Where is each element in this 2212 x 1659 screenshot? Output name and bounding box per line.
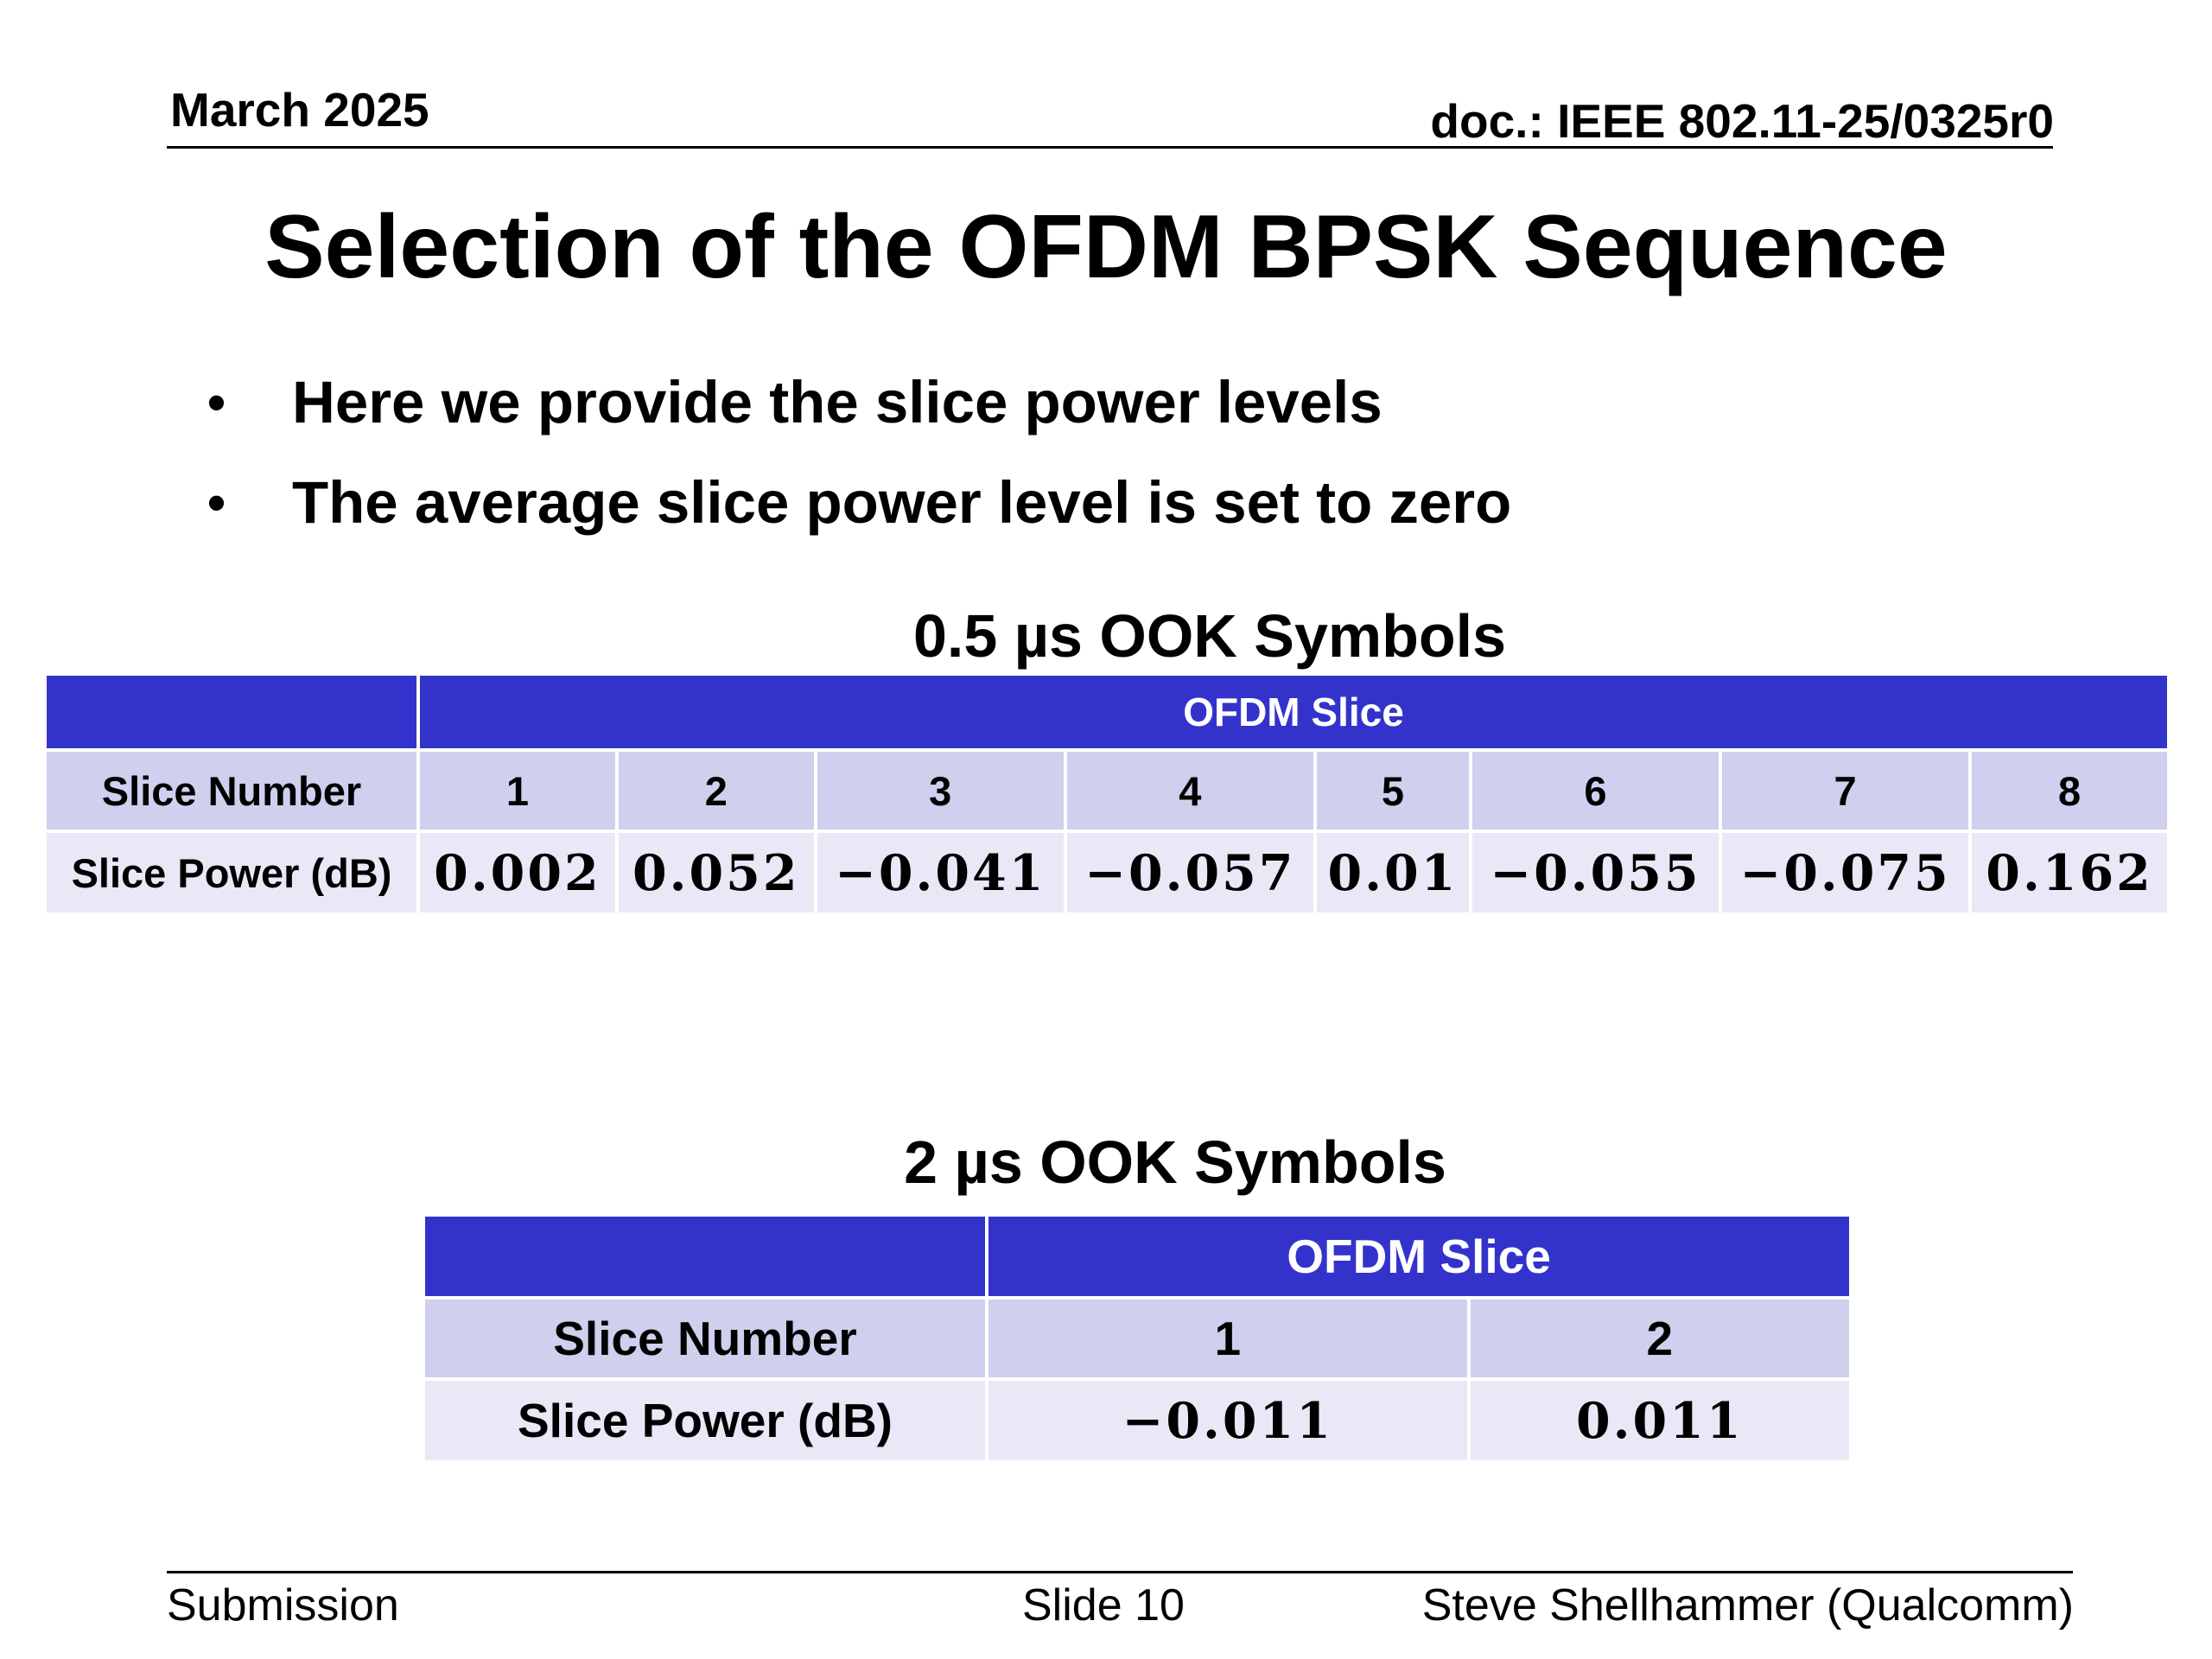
table2-slice-power: −0.011 (988, 1381, 1467, 1460)
table1-slice-power: −0.075 (1722, 833, 1969, 912)
bullet-item: • Here we provide the slice power levels (207, 353, 1511, 453)
slice-power-table-0-5us: OFDM Slice Slice Number 1 2 3 4 5 6 7 8 … (43, 672, 2171, 916)
table1-group-header: OFDM Slice (420, 676, 2167, 748)
table1-slice-number: 7 (1722, 752, 1969, 830)
slide-title: Selection of the OFDM BPSK Sequence (264, 197, 1948, 297)
table2-header-corner (425, 1217, 985, 1296)
header-date: March 2025 (170, 83, 429, 137)
table1-slice-number: 6 (1471, 752, 1719, 830)
table1-row-label-slice-power: Slice Power (dB) (47, 833, 416, 912)
slice-power-table-2us: OFDM Slice Slice Number 1 2 Slice Power … (422, 1213, 1853, 1464)
table2-row-label-slice-number: Slice Number (425, 1300, 985, 1377)
table2-caption: 2 µs OOK Symbols (904, 1128, 1446, 1196)
table1-slice-number: 8 (1972, 752, 2167, 830)
table2-slice-number: 2 (1470, 1300, 1849, 1377)
table2-group-header: OFDM Slice (988, 1217, 1849, 1296)
table1-slice-number: 5 (1316, 752, 1469, 830)
table1-slice-power: 0.002 (420, 833, 615, 912)
table1-slice-number: 4 (1066, 752, 1313, 830)
table1-slice-power: 0.01 (1316, 833, 1469, 912)
bullet-item: • The average slice power level is set to… (207, 453, 1511, 553)
table2-row-label-slice-power: Slice Power (dB) (425, 1381, 985, 1460)
bullet-list: • Here we provide the slice power levels … (207, 353, 1511, 553)
footer-submission: Submission (167, 1580, 399, 1630)
bullet-dot-icon: • (207, 373, 226, 431)
footer-rule (167, 1571, 2073, 1573)
header-rule (167, 146, 2053, 149)
footer-slide-number: Slide 10 (1022, 1580, 1185, 1630)
table1-slice-number: 2 (618, 752, 814, 830)
table1-caption: 0.5 µs OOK Symbols (912, 602, 1507, 670)
table1-slice-power: −0.041 (817, 833, 1064, 912)
table2-slice-number: 1 (988, 1300, 1467, 1377)
table1-slice-power: −0.057 (1066, 833, 1313, 912)
table1-slice-number: 1 (420, 752, 615, 830)
table1-slice-power: 0.162 (1972, 833, 2167, 912)
footer-author: Steve Shellhammer (Qualcomm) (1421, 1580, 2074, 1630)
table1-slice-number: 3 (817, 752, 1064, 830)
table1-slice-power: −0.055 (1471, 833, 1719, 912)
table1-slice-power: 0.052 (618, 833, 814, 912)
table1-header-corner (47, 676, 416, 748)
bullet-dot-icon: • (207, 474, 226, 531)
table1-row-label-slice-number: Slice Number (47, 752, 416, 830)
bullet-text: The average slice power level is set to … (292, 469, 1512, 536)
header-doc-id: doc.: IEEE 802.11-25/0325r0 (1430, 94, 2054, 148)
table2-slice-power: 0.011 (1470, 1381, 1849, 1460)
bullet-text: Here we provide the slice power levels (292, 369, 1382, 435)
